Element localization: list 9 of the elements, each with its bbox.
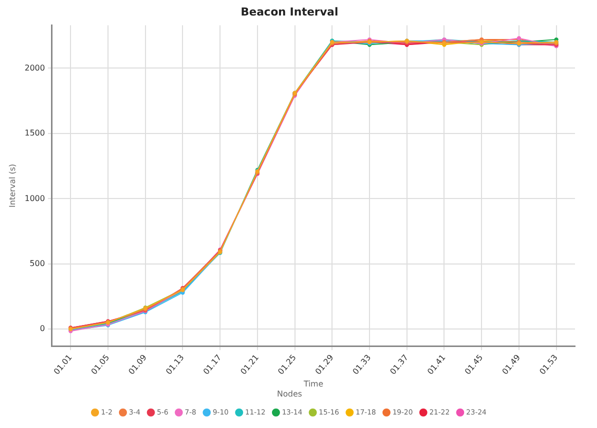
y-tick-label: 2000 [24,63,45,72]
x-axis-title: Time [302,380,324,389]
y-tick-label: 1500 [24,128,45,138]
chart-title: Beacon Interval [240,5,338,18]
y-tick-label: 1000 [24,194,45,203]
y-tick-label: 500 [30,258,45,268]
y-axis-title: Interval (s) [8,164,17,208]
legend-title: Nodes [276,389,302,398]
y-tick-label: 0 [40,324,45,334]
